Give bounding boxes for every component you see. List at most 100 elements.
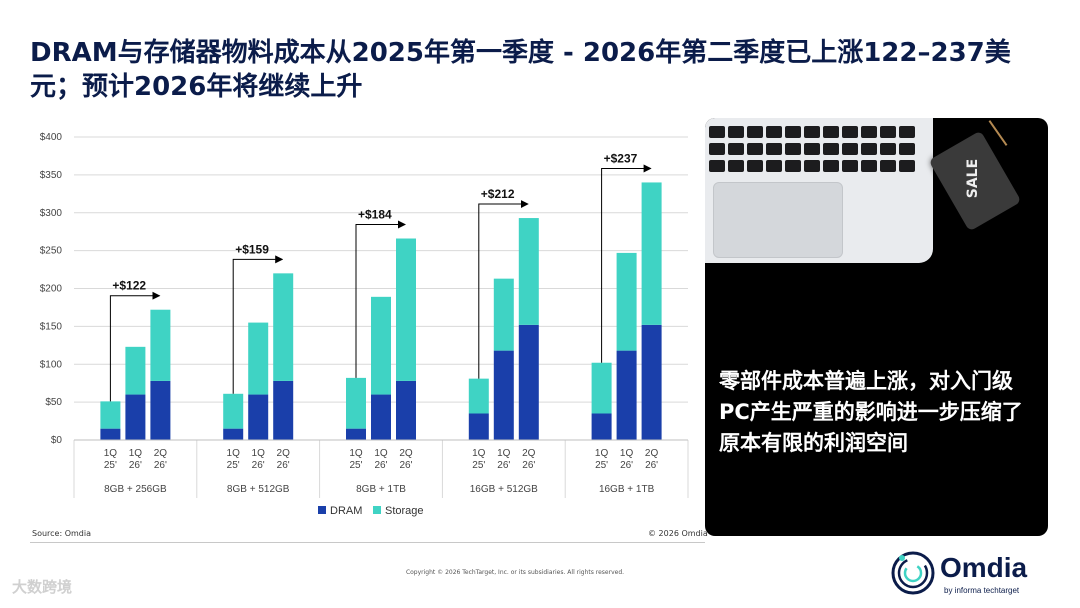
bar-storage xyxy=(223,393,244,429)
bar-storage xyxy=(518,218,539,325)
x-tick-label: 1Q xyxy=(252,448,266,459)
keyboard-key xyxy=(804,126,820,138)
category-label: 8GB + 256GB xyxy=(104,484,167,495)
bar-dram xyxy=(125,394,146,440)
x-tick-label: 26' xyxy=(129,460,142,471)
delta-arrow xyxy=(601,164,652,363)
keyboard-key xyxy=(861,160,877,172)
keyboard-key xyxy=(804,143,820,155)
keyboard-key xyxy=(728,126,744,138)
chart-container: $0 $50 $100 $150 $200 $250 $300 $350 $400 1Q 25' 1Q… xyxy=(28,125,708,525)
laptop-image xyxy=(705,118,933,263)
bar-dram xyxy=(346,428,366,440)
bar-dram xyxy=(396,380,416,440)
bar-dram xyxy=(248,394,269,440)
x-tick-label: 25' xyxy=(227,460,240,471)
bar-dram xyxy=(371,394,391,440)
bar-storage xyxy=(468,378,489,414)
keyboard-key xyxy=(823,143,839,155)
x-tick-label: 2Q xyxy=(522,448,536,459)
omdia-logo: Omdia by informa techtarget xyxy=(890,550,1050,600)
bar-storage xyxy=(641,182,662,325)
keyboard-key xyxy=(709,160,725,172)
bar-dram xyxy=(518,324,539,440)
bar-storage xyxy=(396,238,416,381)
bar-storage xyxy=(150,309,171,381)
y-tick-label: $0 xyxy=(51,435,63,446)
delta-arrow xyxy=(355,220,406,378)
delta-arrow xyxy=(478,200,529,379)
x-tick-label: 2Q xyxy=(645,448,659,459)
keyboard-key xyxy=(785,126,801,138)
bar-dram xyxy=(641,324,662,440)
delta-label: +$122 xyxy=(112,279,146,293)
bar-dram xyxy=(468,413,489,440)
logo-subtitle: by informa techtarget xyxy=(944,586,1020,595)
logo-name: Omdia xyxy=(940,552,1028,583)
watermark: 大数跨境 xyxy=(12,578,73,596)
page-title: DRAM与存储器物料成本从2025年第一季度 - 2026年第二季度已上涨122… xyxy=(30,38,1011,102)
bar-dram xyxy=(100,428,121,440)
x-tick-label: 26' xyxy=(252,460,265,471)
keyboard-key xyxy=(804,160,820,172)
x-tick-label: 2Q xyxy=(399,448,413,459)
keyboard-key xyxy=(842,143,858,155)
legend-swatch-storage xyxy=(373,506,381,514)
sale-tag-text: SALE xyxy=(965,158,982,199)
x-tick-label: 25' xyxy=(104,460,117,471)
keyboard-key xyxy=(899,126,915,138)
chart-copyright: © 2026 Omdia xyxy=(648,529,708,538)
keyboard-key xyxy=(899,143,915,155)
x-tick-label: 1Q xyxy=(595,448,609,459)
keyboard-key xyxy=(842,126,858,138)
bar-storage xyxy=(591,362,612,414)
x-tick-label: 1Q xyxy=(472,448,486,459)
keyboard-key xyxy=(842,160,858,172)
legend-label-dram: DRAM xyxy=(330,505,362,517)
bar-storage xyxy=(616,252,637,351)
x-tick-label: 2Q xyxy=(277,448,291,459)
bar-storage xyxy=(100,401,121,429)
sale-tag-image: SALE xyxy=(928,130,1022,232)
bar-storage xyxy=(371,296,391,395)
keyboard-key xyxy=(766,160,782,172)
y-tick-label: $50 xyxy=(45,397,62,408)
legend-label-storage: Storage xyxy=(385,505,424,517)
bar-dram xyxy=(273,380,294,440)
x-tick-label: 26' xyxy=(620,460,633,471)
keyboard-key xyxy=(728,143,744,155)
category-label: 8GB + 1TB xyxy=(356,484,406,495)
keyboard-key xyxy=(880,160,896,172)
keyboard-graphic xyxy=(709,122,915,176)
image-panel: SALE 零部件成本普遍上涨，对入门级PC产生严重的影响进一步压缩了原本有限的利… xyxy=(705,118,1048,536)
y-tick-label: $250 xyxy=(40,246,63,257)
footer-copyright: Copyright © 2026 TechTarget, Inc. or its… xyxy=(405,569,625,576)
stacked-bar-chart: $0$50$100$150$200$250$300$350$4001Q25'1Q… xyxy=(40,132,689,517)
bar-storage xyxy=(248,322,269,395)
keyboard-key xyxy=(766,143,782,155)
tag-string xyxy=(988,120,1008,146)
x-tick-label: 26' xyxy=(645,460,658,471)
keyboard-key xyxy=(728,160,744,172)
keyboard-key xyxy=(861,143,877,155)
x-tick-label: 26' xyxy=(374,460,387,471)
delta-arrow xyxy=(232,255,284,394)
x-tick-label: 1Q xyxy=(104,448,118,459)
legend-swatch-dram xyxy=(318,506,326,514)
x-tick-label: 26' xyxy=(154,460,167,471)
delta-arrow xyxy=(109,291,161,402)
delta-label: +$237 xyxy=(604,151,638,165)
keyboard-key xyxy=(861,126,877,138)
keyboard-key xyxy=(709,143,725,155)
keyboard-key xyxy=(766,126,782,138)
bar-storage xyxy=(273,273,294,381)
x-tick-label: 25' xyxy=(349,460,362,471)
bar-dram xyxy=(493,350,514,440)
keyboard-key xyxy=(785,160,801,172)
x-tick-label: 1Q xyxy=(374,448,388,459)
keyboard-key xyxy=(785,143,801,155)
omdia-logo-icon xyxy=(891,551,935,595)
x-tick-label: 25' xyxy=(595,460,608,471)
keyboard-key xyxy=(747,126,763,138)
y-tick-label: $300 xyxy=(40,208,63,219)
